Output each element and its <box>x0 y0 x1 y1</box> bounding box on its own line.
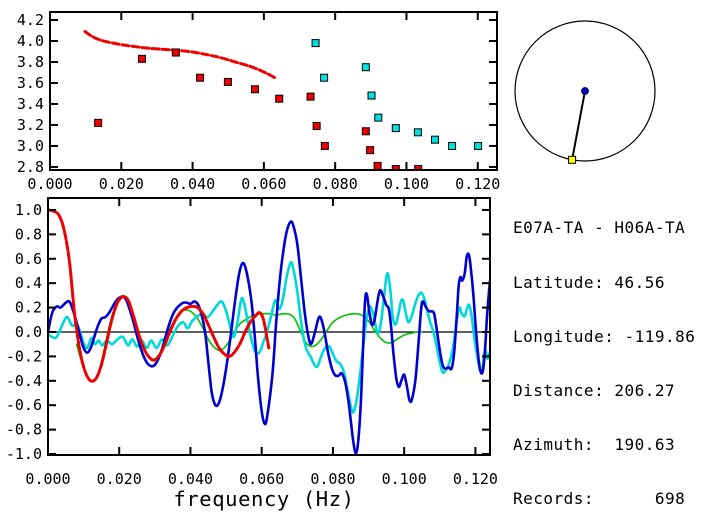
station-info-block: E07A-TA - H06A-TA Latitude: 46.56 Longit… <box>513 183 695 519</box>
red-velocity-measurements <box>94 48 423 170</box>
x-tick-label: 0.080 <box>313 175 358 193</box>
x-tick-label: 0.100 <box>382 470 427 488</box>
data-point-square <box>448 141 457 150</box>
axis-ticks: 0.000 0.020 0.040 0.060 0.080 0.100 0.120 4.2 4.… <box>17 11 500 193</box>
data-point-square <box>196 73 205 82</box>
data-point-square <box>171 48 180 57</box>
blue-waveform <box>48 220 490 455</box>
x-tick-label: 0.100 <box>384 175 429 193</box>
info-line-longitude: Longitude: -119.86 <box>513 327 696 346</box>
y-tick-label: 0.0 <box>15 323 42 341</box>
info-line-azimuth: Azimuth: 190.63 <box>513 435 676 454</box>
y-tick-label: 4.0 <box>17 32 44 50</box>
x-tick-label: 0.020 <box>97 470 142 488</box>
compass-circle <box>514 20 656 162</box>
y-tick-label: 0.4 <box>15 274 42 292</box>
data-point-square <box>137 54 146 63</box>
y-tick-label: -0.6 <box>6 396 42 414</box>
data-point-square <box>391 124 400 133</box>
x-axis-label: frequency (Hz) <box>173 487 355 511</box>
y-tick-label: 3.0 <box>17 137 44 155</box>
axis-ticks: 0.000 0.020 0.040 0.060 0.080 0.100 0.120 1.0 0.… <box>6 198 498 488</box>
data-point-square <box>366 146 375 155</box>
waveform-chart: 0.000 0.020 0.040 0.060 0.080 0.100 0.120 1.0 0.… <box>6 197 498 488</box>
data-point-square <box>374 113 383 122</box>
x-tick-label: 0.060 <box>239 470 284 488</box>
x-tick-label: 0.080 <box>310 470 355 488</box>
plot-frame <box>49 11 498 171</box>
y-tick-label: 0.2 <box>15 299 42 317</box>
x-tick-label: 0.040 <box>168 470 213 488</box>
data-point-square <box>306 92 315 101</box>
y-tick-label: 4.2 <box>17 11 44 29</box>
cyan-waveform <box>48 260 490 414</box>
data-point-square <box>373 161 382 170</box>
y-tick-label: 0.8 <box>15 225 42 243</box>
station-pair-title: E07A-TA - H06A-TA <box>513 218 686 237</box>
data-point-square <box>361 63 370 72</box>
data-point-square <box>320 73 329 82</box>
x-tick-label: 0.120 <box>453 470 498 488</box>
dispersion-chart: 0.000 0.020 0.040 0.060 0.080 0.100 0.120 4.2 4.… <box>17 11 500 193</box>
x-tick-label: 0.040 <box>170 175 215 193</box>
data-point-square <box>94 118 103 127</box>
data-point-square <box>361 127 370 136</box>
y-tick-label: 2.8 <box>17 158 44 176</box>
data-point-square <box>474 141 483 150</box>
x-tick-label: 0.060 <box>241 175 286 193</box>
azimuth-line <box>571 90 586 160</box>
y-tick-label: -0.2 <box>6 347 42 365</box>
cyan-velocity-measurements <box>311 39 483 150</box>
data-point-square <box>275 94 284 103</box>
y-tick-label: -0.4 <box>6 372 42 390</box>
y-tick-label: 1.0 <box>15 201 42 219</box>
x-tick-label: 0.000 <box>25 470 70 488</box>
data-point-square <box>413 128 422 137</box>
y-tick-label: -0.8 <box>6 421 42 439</box>
data-point-square <box>223 77 232 86</box>
y-tick-label: -1.0 <box>6 445 42 463</box>
info-line-records: Records: 698 <box>513 489 686 508</box>
info-line-distance: Distance: 206.27 <box>513 381 676 400</box>
data-point-square <box>311 39 320 48</box>
center-station-dot <box>581 87 589 95</box>
data-point-square <box>250 85 259 94</box>
x-tick-label: 0.120 <box>455 175 500 193</box>
y-tick-label: 3.6 <box>17 74 44 92</box>
data-point-square <box>430 135 439 144</box>
azimuth-compass <box>514 20 656 164</box>
data-point-square <box>312 122 321 131</box>
x-tick-label: 0.000 <box>27 175 72 193</box>
plot-frame <box>47 197 491 456</box>
remote-station-dot <box>568 155 577 164</box>
data-point-square <box>320 141 329 150</box>
data-point-square <box>367 91 376 100</box>
x-tick-label: 0.020 <box>99 175 144 193</box>
y-tick-label: 3.2 <box>17 116 44 134</box>
info-line-latitude: Latitude: 46.56 <box>513 273 665 292</box>
red-waveform <box>48 208 271 383</box>
y-tick-label: 3.8 <box>17 53 44 71</box>
y-tick-label: 3.4 <box>17 95 44 113</box>
y-tick-label: 0.6 <box>15 250 42 268</box>
